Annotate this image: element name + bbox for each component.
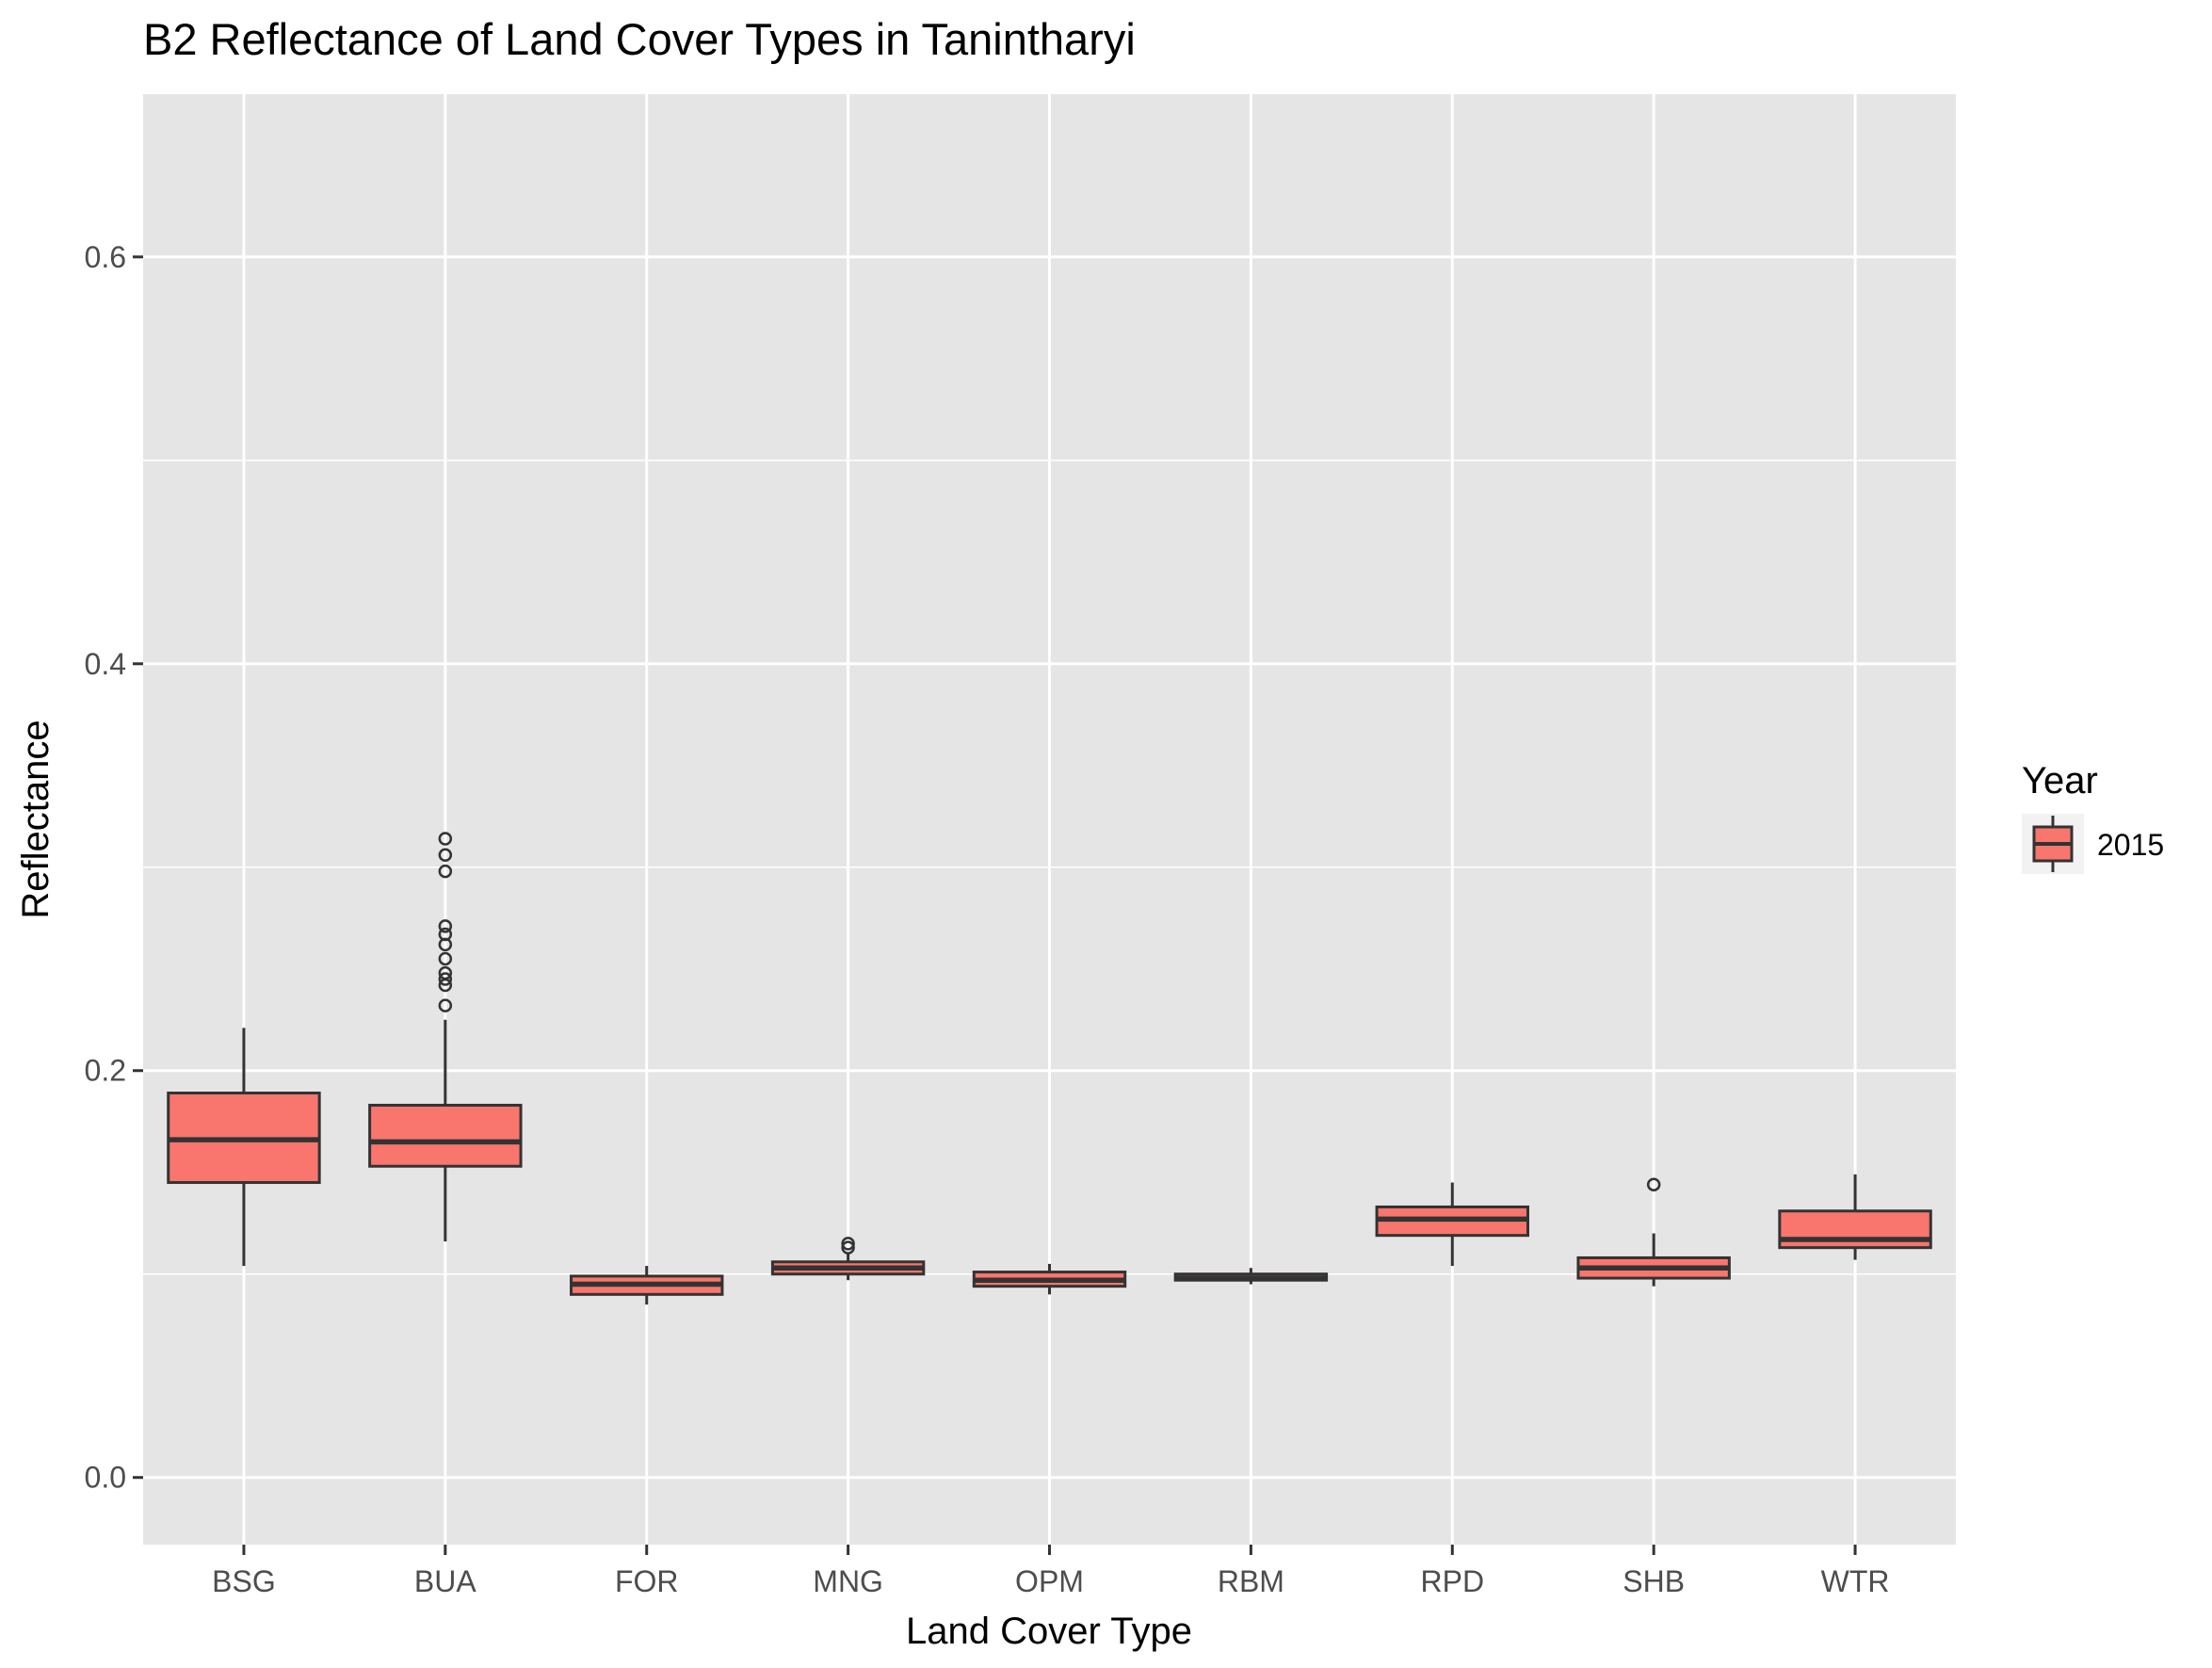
x-axis-title: Land Cover Type: [906, 1611, 1192, 1652]
x-tick-label: MNG: [813, 1564, 883, 1598]
x-tick-label: WTR: [1821, 1564, 1890, 1598]
outlier-point: [438, 848, 453, 863]
outlier-point: [438, 998, 453, 1012]
box-rbm: [1173, 1268, 1329, 1285]
outlier-point: [438, 965, 453, 980]
outlier-point: [1646, 1177, 1661, 1191]
x-tick-label: BUA: [414, 1564, 476, 1598]
chart-title: B2 Reflectance of Land Cover Types in Ta…: [143, 14, 1136, 64]
y-tick-label: 0.6: [85, 240, 126, 274]
outlier-point: [438, 919, 453, 933]
box-iqr: [1778, 1209, 1932, 1250]
x-tick-label: FOR: [615, 1564, 679, 1598]
x-tick-label: RBM: [1218, 1564, 1284, 1598]
box-mng: [770, 1237, 926, 1281]
outlier-point: [438, 927, 453, 942]
x-tick-label: OPM: [1015, 1564, 1084, 1598]
boxplot-series-2015: [167, 832, 1932, 1305]
box-iqr: [368, 1103, 523, 1168]
box-bsg: [167, 1028, 321, 1267]
x-tick-label: RPD: [1420, 1564, 1484, 1598]
outlier-point: [438, 864, 453, 879]
y-tick-label: 0.4: [85, 647, 126, 681]
legend: Year 2015: [2022, 760, 2164, 874]
box-bua: [368, 832, 523, 1242]
y-tick-label: 0.2: [85, 1054, 126, 1088]
outlier-point: [438, 972, 453, 986]
x-tick-label: BSG: [212, 1564, 276, 1598]
outlier-point: [438, 951, 453, 966]
box-for: [570, 1266, 724, 1305]
outlier-point: [438, 832, 453, 846]
box-opm: [972, 1263, 1127, 1295]
y-axis-title: Reflectance: [15, 720, 57, 918]
x-tick-label: SHB: [1623, 1564, 1685, 1598]
x-axis: BSG BUA FOR MNG OPM RBM RPD SHB WTR: [212, 1545, 1889, 1598]
legend-title: Year: [2022, 760, 2098, 802]
y-axis: 0.0 0.2 0.4 0.6: [85, 240, 143, 1495]
y-tick-label: 0.0: [85, 1461, 126, 1495]
box-rpd: [1375, 1182, 1529, 1267]
outlier-point: [841, 1240, 855, 1255]
box-wtr: [1778, 1174, 1932, 1260]
outlier-point: [841, 1237, 855, 1251]
legend-label: 2015: [2097, 828, 2164, 862]
box-shb: [1576, 1177, 1731, 1287]
